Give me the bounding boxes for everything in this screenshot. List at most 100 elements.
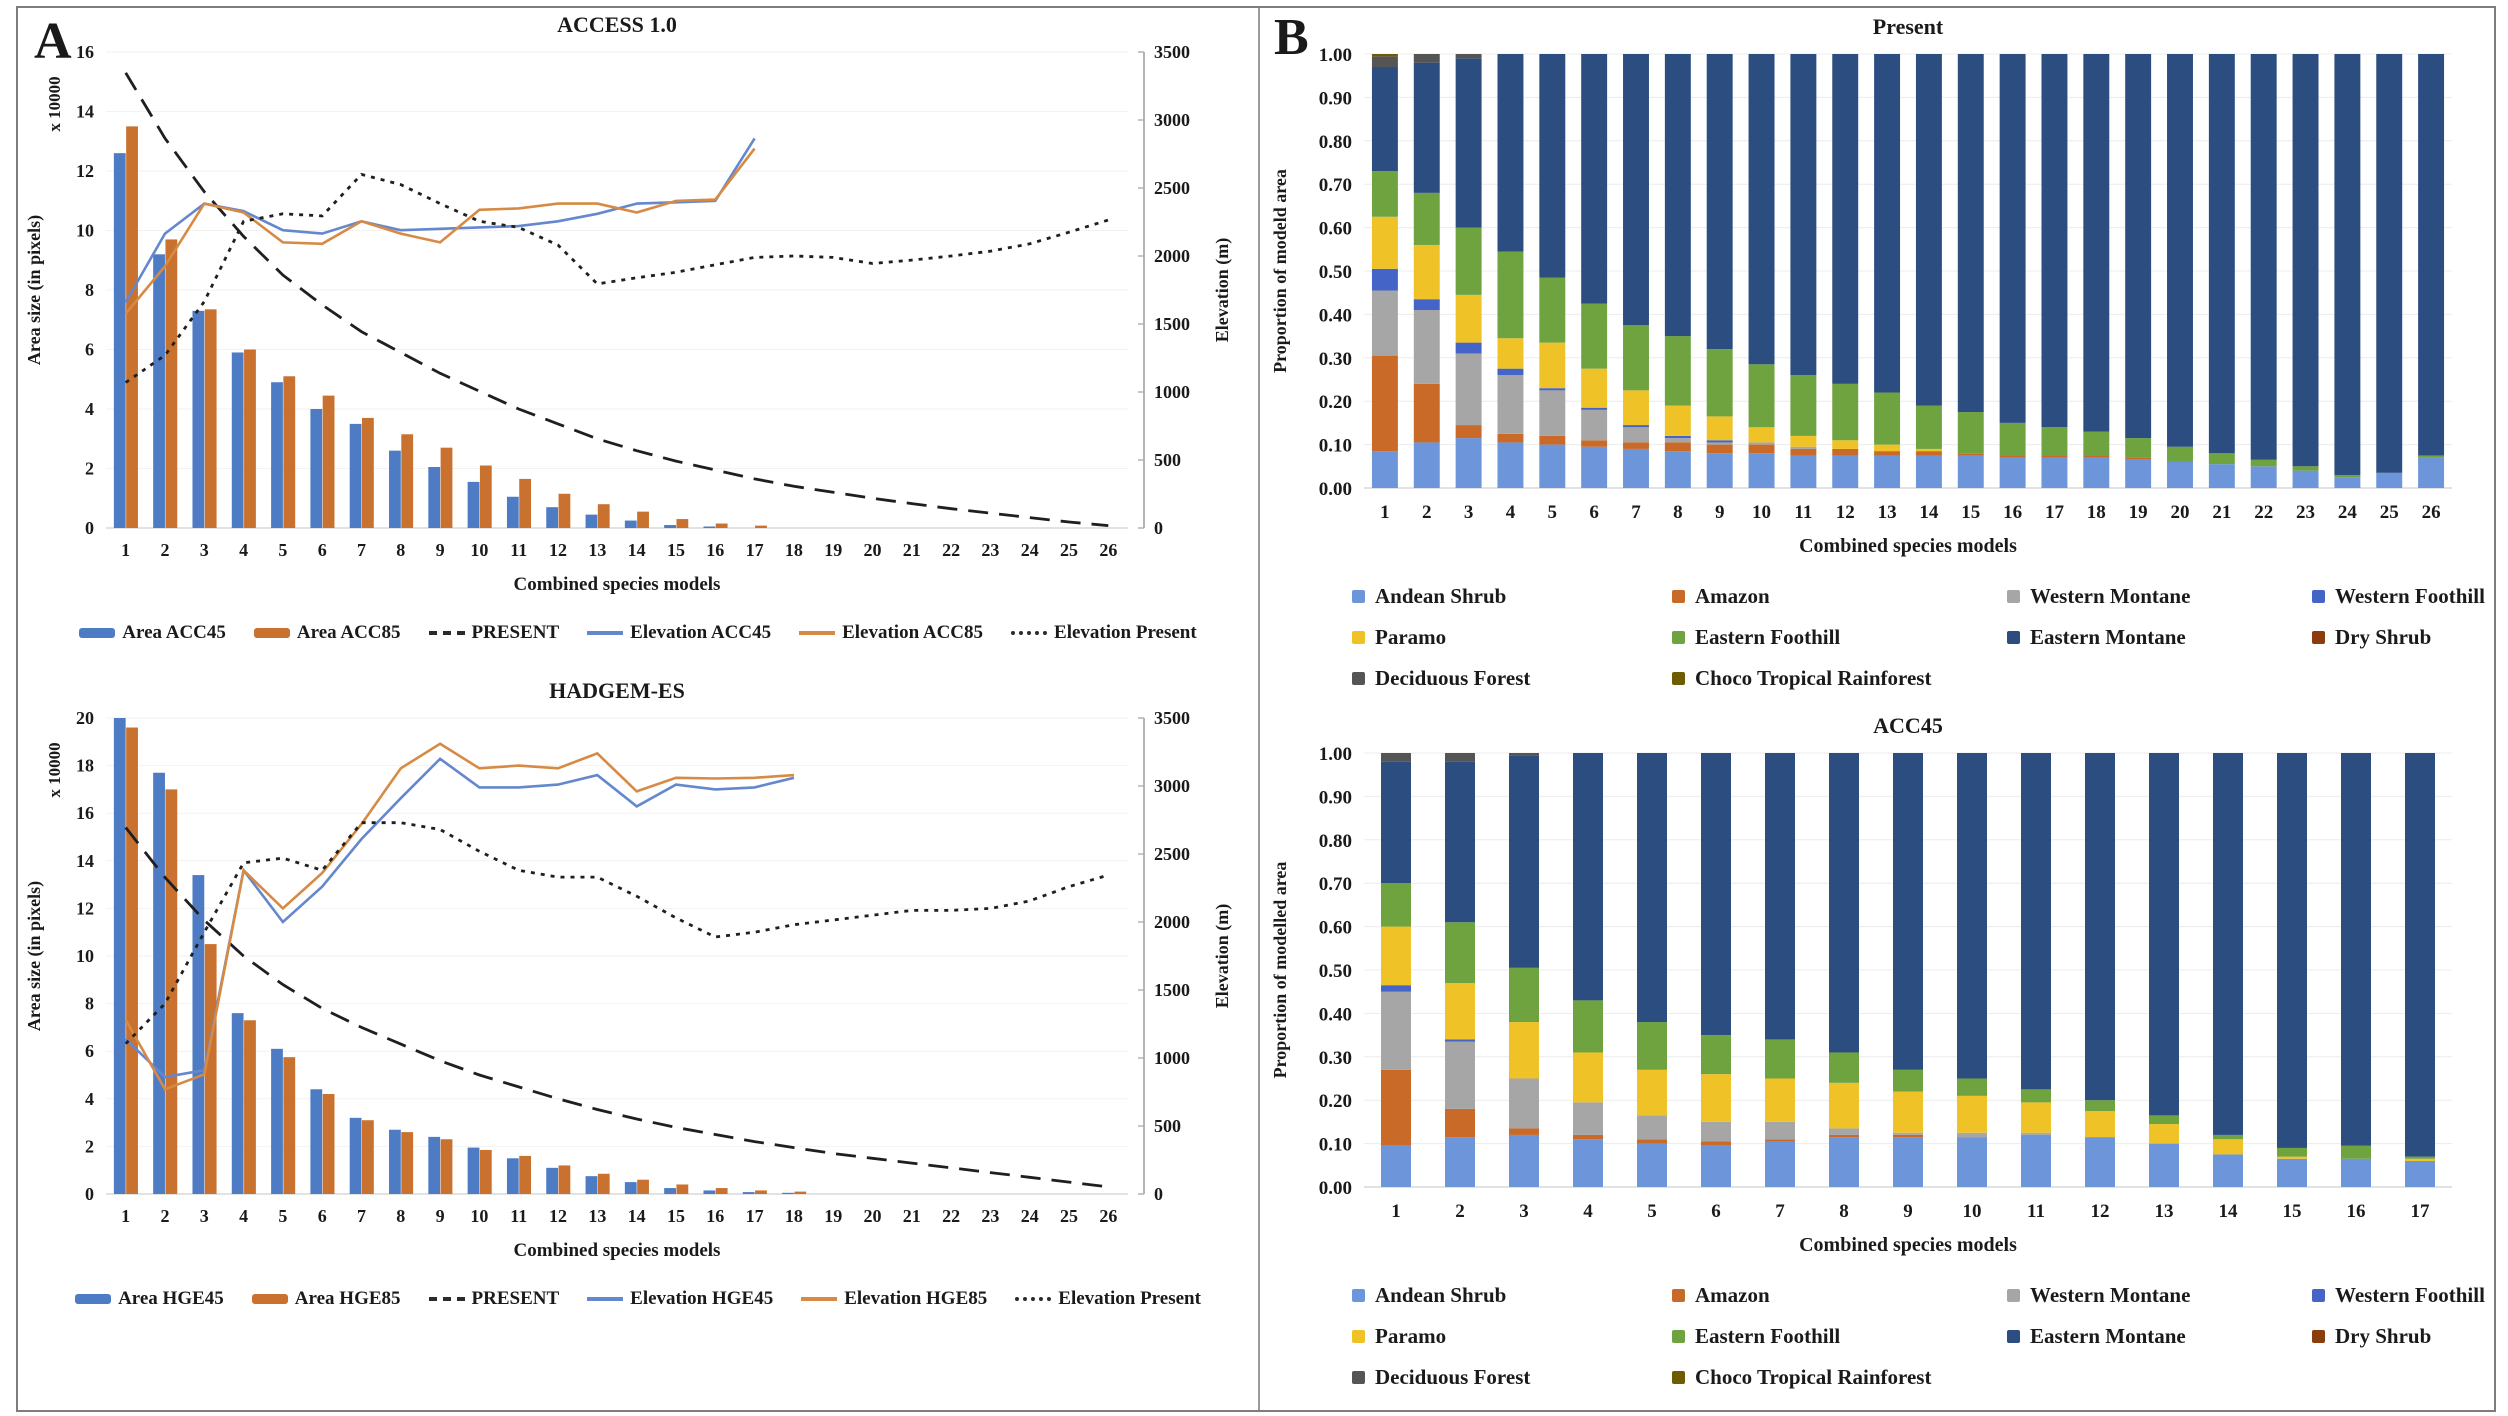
svg-text:1: 1	[1380, 502, 1390, 523]
svg-text:2500: 2500	[1154, 844, 1190, 864]
svg-text:10: 10	[1963, 1201, 1982, 1222]
svg-text:15: 15	[667, 540, 685, 560]
stacked-bar	[1832, 54, 1859, 488]
svg-text:21: 21	[2212, 502, 2231, 523]
svg-text:16: 16	[76, 42, 94, 62]
svg-text:21: 21	[903, 540, 921, 560]
svg-text:500: 500	[1154, 450, 1181, 470]
svg-text:8: 8	[85, 994, 94, 1014]
legend-label: PRESENT	[471, 1288, 560, 1309]
svg-text:3500: 3500	[1154, 708, 1190, 728]
chart-access10: ACCESS 1.0 0 2 4 6 8 10 12 14 16 x 10000 Area size …	[18, 8, 1258, 644]
svg-text:16: 16	[2347, 1201, 2366, 1222]
legend-label: Area ACC45	[122, 622, 226, 643]
svg-text:2000: 2000	[1154, 912, 1190, 932]
svg-text:26: 26	[2422, 502, 2441, 523]
line-3	[124, 172, 1109, 384]
legend-label: Elevation Present	[1058, 1288, 1201, 1309]
svg-text:Elevation (m): Elevation (m)	[1212, 904, 1233, 1008]
svg-text:14: 14	[2219, 1201, 2239, 1222]
legend-label: PRESENT	[471, 622, 560, 643]
hadgem-legend: Area HGE45 Area HGE85 PRESENT Elevation HGE…	[18, 1288, 1258, 1310]
legend-item: Choco Tropical Rainforest	[1672, 1365, 2007, 1390]
svg-text:3: 3	[200, 1206, 209, 1226]
stacked-bar	[2208, 54, 2235, 488]
legend-item: Paramo	[1352, 1324, 1672, 1349]
svg-text:22: 22	[942, 1206, 960, 1226]
svg-text:19: 19	[2129, 502, 2148, 523]
svg-text:0.10: 0.10	[1319, 1135, 1352, 1156]
svg-text:3: 3	[1464, 502, 1474, 523]
svg-text:x 10000: x 10000	[45, 742, 64, 797]
line-swatch-icon	[801, 1297, 838, 1301]
acc45-plot: ACC45 0.00 0.10 0.20 0.30 0.40 0.50 0.60 0.70 0.8…	[1270, 713, 2452, 1256]
stacked-bar	[2021, 753, 2051, 1187]
legend-item: Deciduous Forest	[1352, 1365, 1672, 1390]
legend-item: Elevation HGE85	[801, 1288, 987, 1310]
svg-text:0.20: 0.20	[1319, 1091, 1352, 1112]
legend-label: Western Montane	[2030, 584, 2191, 608]
legend-label: Western Montane	[2030, 1283, 2191, 1307]
svg-text:16: 16	[706, 1206, 724, 1226]
svg-text:2: 2	[85, 1136, 94, 1156]
svg-text:11: 11	[1794, 502, 1812, 523]
svg-text:16: 16	[2003, 502, 2022, 523]
legend-item: Dry Shrub	[2312, 1324, 2492, 1349]
legend-label: Paramo	[1375, 625, 1447, 649]
svg-text:6: 6	[1589, 502, 1599, 523]
stacked-bar	[1581, 54, 1608, 488]
svg-text:0.70: 0.70	[1319, 175, 1352, 196]
svg-text:20: 20	[864, 540, 882, 560]
stacked-bar	[2250, 54, 2277, 488]
svg-text:0.80: 0.80	[1319, 831, 1352, 852]
stacked-bar	[1573, 753, 1603, 1187]
svg-text:Proportion of modelled area: Proportion of modelled area	[1270, 862, 1290, 1079]
svg-text:6: 6	[85, 340, 94, 360]
stacked-bar	[1701, 753, 1731, 1187]
svg-text:16: 16	[706, 540, 724, 560]
legend-item: Amazon	[1672, 584, 2007, 609]
square-swatch-icon	[1672, 1289, 1685, 1302]
svg-text:15: 15	[1961, 502, 1980, 523]
svg-text:4: 4	[85, 399, 94, 419]
legend-item: Eastern Foothill	[1672, 625, 2007, 650]
legend-label: Eastern Foothill	[1695, 625, 1841, 649]
chart-hadgem: HADGEM-ES 0 2 4 6 8 10 12 14 16 18 20 x 10000 Area si…	[18, 674, 1258, 1310]
svg-text:21: 21	[903, 1206, 921, 1226]
stacked-bar	[1874, 54, 1901, 488]
svg-text:17: 17	[2411, 1201, 2431, 1222]
line-2	[124, 742, 794, 1091]
legend-item: Choco Tropical Rainforest	[1672, 666, 2007, 691]
legend-item: Western Foothill	[2312, 584, 2492, 609]
svg-text:0.60: 0.60	[1319, 219, 1352, 240]
dot-swatch-icon	[1015, 1297, 1052, 1301]
svg-text:Present: Present	[1873, 14, 1944, 39]
svg-text:18: 18	[785, 540, 803, 560]
svg-text:Elevation (m): Elevation (m)	[1212, 238, 1233, 342]
stacked-bar	[2292, 54, 2319, 488]
svg-text:6: 6	[85, 1041, 94, 1061]
bar-series-1	[126, 727, 807, 1194]
square-swatch-icon	[1672, 672, 1685, 685]
panel-a-label: A	[34, 13, 72, 70]
svg-text:Combined species models: Combined species models	[1799, 535, 2017, 557]
square-swatch-icon	[2312, 1289, 2325, 1302]
svg-text:1000: 1000	[1154, 1048, 1190, 1068]
bar-series-1	[126, 126, 767, 529]
svg-text:7: 7	[357, 1206, 366, 1226]
svg-text:12: 12	[2091, 1201, 2110, 1222]
svg-text:18: 18	[76, 756, 94, 776]
svg-text:8: 8	[396, 1206, 405, 1226]
line-1	[124, 137, 756, 303]
svg-text:1.00: 1.00	[1319, 744, 1352, 765]
svg-text:0.30: 0.30	[1319, 1048, 1352, 1069]
chart-present: Present 0.00 0.10 0.20 0.30 0.40 0.50 0.60 0.70 0…	[1260, 8, 2492, 691]
stacked-bar	[1664, 54, 1691, 488]
legend-item: Paramo	[1352, 625, 1672, 650]
svg-text:0.90: 0.90	[1319, 88, 1352, 109]
svg-text:0: 0	[1154, 1184, 1163, 1204]
svg-text:0.20: 0.20	[1319, 392, 1352, 413]
legend-item: Elevation Present	[1015, 1288, 1201, 1310]
legend-label: Deciduous Forest	[1375, 666, 1531, 690]
